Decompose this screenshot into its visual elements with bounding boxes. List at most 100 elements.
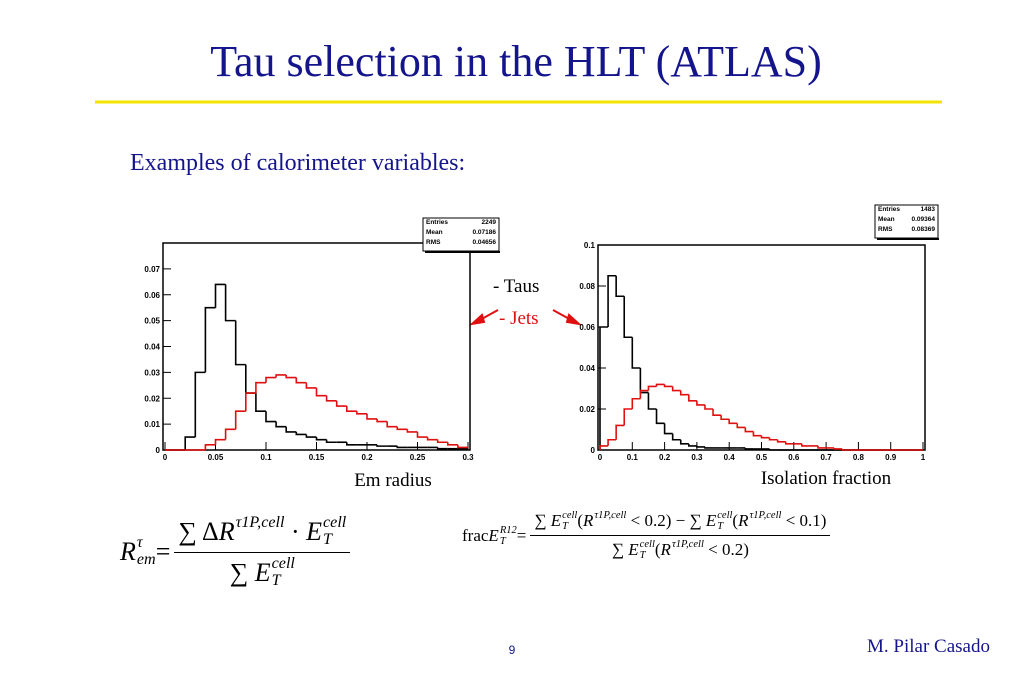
formula-text: < 0.2) − ∑ [626, 511, 706, 531]
histogram-bin [704, 404, 714, 410]
histogram-bin [305, 434, 317, 438]
histogram-bin [255, 381, 266, 394]
subscript: em [136, 551, 156, 569]
formula-text: ( [577, 511, 584, 531]
histogram-bin [671, 386, 681, 392]
histogram-bin [679, 390, 689, 396]
histogram-bin [801, 443, 810, 447]
legend-label: - Taus [493, 276, 539, 297]
stats-key: Entries [426, 219, 448, 226]
formula-text: < 0.1) [781, 511, 827, 531]
histogram-bin [204, 306, 216, 373]
scripts: cell T [640, 539, 655, 561]
histogram-bin [841, 448, 851, 451]
subscript: T [639, 550, 646, 562]
x-tick-label: 0.05 [208, 453, 224, 462]
histogram-bin [647, 392, 657, 410]
superscript: τ1P,cell [594, 510, 627, 521]
stats-value: 2249 [482, 219, 497, 226]
histogram-bin [744, 447, 754, 450]
plot-frame [162, 242, 471, 451]
x-tick-label: 0.8 [853, 453, 865, 462]
histogram-bin [655, 409, 665, 425]
plot-frame [597, 244, 926, 451]
histogram-bin [386, 421, 398, 428]
scripts: R12 T [500, 525, 517, 547]
formula-text: ∑ [229, 557, 255, 587]
y-tick-label: 0.06 [579, 323, 595, 332]
symbol-base: R [583, 511, 594, 531]
histogram-bin [615, 424, 625, 440]
histogram-bin [285, 426, 297, 433]
histogram-bin [275, 374, 287, 378]
subscript: T [323, 530, 332, 548]
x-tick-label: 1 [921, 453, 926, 462]
histogram-bin [376, 444, 388, 447]
histogram-bin [623, 296, 633, 339]
histogram-bin [356, 411, 367, 415]
histogram-bin [639, 368, 649, 394]
subscript [594, 521, 626, 532]
formula-symbol: E R12 T [488, 525, 516, 547]
histogram-bin [784, 441, 794, 445]
histogram-bin [833, 447, 843, 450]
subscript: T [717, 521, 724, 533]
histogram-bin [245, 364, 256, 394]
symbol-base: E [306, 516, 323, 546]
y-tick-label: 0.02 [579, 405, 595, 414]
histogram-bin [688, 443, 697, 447]
histogram-bin [265, 376, 277, 383]
subscript: T [499, 535, 506, 547]
x-tick-label: 0.15 [309, 453, 325, 462]
histogram-bin [446, 442, 458, 446]
histogram-bin [436, 447, 448, 450]
histogram-bin [295, 377, 307, 384]
scripts: cell T [562, 510, 577, 532]
y-tick-label: 0.06 [144, 291, 160, 300]
legend-arrows [468, 309, 583, 326]
symbol-base: R [218, 516, 235, 546]
histogram-bin [214, 438, 226, 445]
histogram-bin [457, 444, 468, 449]
x-tick-label: 0.3 [462, 453, 474, 462]
x-tick-label: 0.25 [410, 453, 426, 462]
histogram-bin [607, 274, 617, 327]
y-tick-label: 0.1 [584, 241, 596, 250]
scripts: cell T [272, 555, 295, 590]
scripts: τ1P,cell [749, 510, 781, 532]
histogram-bin [768, 437, 778, 441]
symbol-base: R [738, 511, 749, 531]
histogram-bin [696, 445, 705, 448]
histogram-bin [406, 429, 418, 433]
stats-value: 1483 [921, 206, 936, 213]
y-tick-label: 0.08 [579, 282, 595, 291]
superscript: cell [562, 510, 578, 521]
histogram-bin [345, 442, 357, 446]
stats-value: 0.08369 [912, 226, 936, 233]
formula-text: < 0.2) [703, 540, 749, 560]
subscript [236, 532, 285, 549]
histogram-bin [607, 438, 617, 446]
histogram-bin [631, 337, 641, 369]
superscript: τ1P,cell [235, 514, 285, 531]
histogram-bin [315, 437, 327, 441]
y-tick-label: 0.04 [579, 364, 595, 373]
histogram-bin [325, 439, 337, 444]
histogram-bin [647, 385, 657, 391]
y-tick-label: 0.07 [144, 265, 160, 274]
histogram-bin [663, 423, 673, 435]
scripts: τ1P,cell [235, 514, 285, 549]
histogram-bin [366, 413, 378, 420]
histogram-bin [416, 431, 428, 438]
histogram-bin [679, 439, 689, 445]
x-tick-label: 0.2 [361, 453, 373, 462]
subscript [749, 521, 781, 532]
